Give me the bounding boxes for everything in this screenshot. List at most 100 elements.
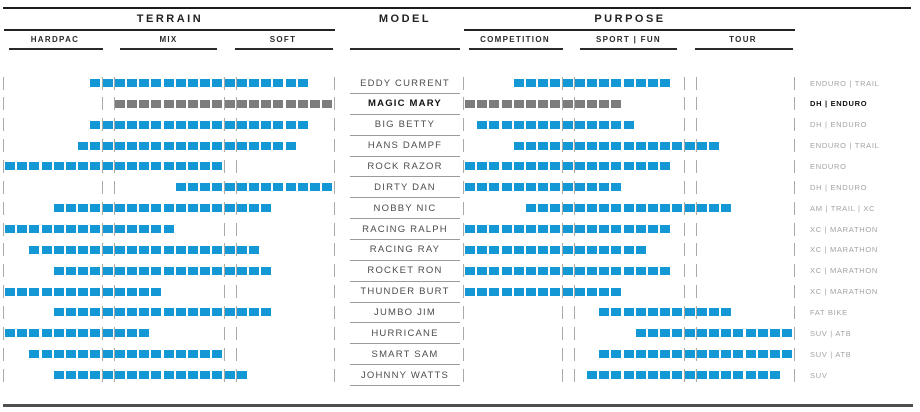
column-divider xyxy=(793,285,795,299)
rating-square xyxy=(175,183,186,192)
column-divider xyxy=(223,222,225,236)
rating-square xyxy=(188,120,198,129)
rating-square xyxy=(623,162,634,171)
hardpac-underline xyxy=(9,48,103,50)
rating-square xyxy=(599,308,610,317)
column-divider xyxy=(101,347,103,361)
rating-square xyxy=(465,99,475,108)
rating-square xyxy=(102,245,113,254)
rating-square xyxy=(611,287,622,296)
rating-square xyxy=(175,79,186,87)
column-divider xyxy=(695,139,697,153)
rating-square xyxy=(224,141,235,150)
rating-square xyxy=(501,245,512,254)
rating-square xyxy=(672,141,683,150)
rating-square xyxy=(90,141,101,150)
rating-square xyxy=(212,204,223,213)
column-divider xyxy=(683,368,685,382)
col-header-competition: COMPETITION xyxy=(480,34,550,44)
rating-square xyxy=(53,266,64,275)
rating-square xyxy=(66,371,76,380)
rating-square xyxy=(212,99,223,108)
rating-square xyxy=(261,204,272,213)
rating-square xyxy=(574,120,585,129)
rating-square xyxy=(29,329,40,338)
model-row-underline xyxy=(350,343,460,345)
column-divider xyxy=(333,222,335,236)
rating-square xyxy=(721,329,732,338)
rating-square xyxy=(672,329,683,338)
rating-square xyxy=(139,371,150,380)
column-divider xyxy=(113,139,115,153)
rating-square xyxy=(477,183,488,192)
rating-square xyxy=(611,371,622,380)
rating-square xyxy=(526,266,536,275)
rating-square xyxy=(550,287,561,296)
bottom-rule xyxy=(3,404,913,407)
column-divider xyxy=(462,326,464,340)
rating-square xyxy=(538,79,549,87)
column-divider xyxy=(223,139,225,153)
rating-square xyxy=(29,287,40,296)
column-divider xyxy=(333,118,335,132)
rating-square xyxy=(200,266,211,275)
rating-square xyxy=(200,120,211,129)
rating-square xyxy=(175,245,186,254)
rating-square xyxy=(102,79,113,87)
category-label: ENDURO xyxy=(810,161,847,171)
column-divider xyxy=(101,159,103,173)
rating-square xyxy=(114,162,125,171)
soft-underline xyxy=(235,48,333,50)
rating-square xyxy=(273,141,284,150)
column-divider xyxy=(683,222,685,236)
rating-square xyxy=(249,120,259,129)
rating-square xyxy=(635,204,646,213)
rating-square xyxy=(513,183,524,192)
category-label: XC | MARATHON xyxy=(810,287,878,297)
col-header-hardpac: HARDPAC xyxy=(30,34,80,44)
rating-square xyxy=(465,162,475,171)
column-divider xyxy=(573,243,575,257)
rating-square xyxy=(660,266,671,275)
column-divider xyxy=(101,201,103,215)
category-label: SUV | ATB xyxy=(810,349,852,359)
column-divider xyxy=(223,305,225,319)
rating-square xyxy=(200,162,211,171)
column-divider xyxy=(573,118,575,132)
column-divider xyxy=(793,326,795,340)
rating-square xyxy=(770,350,780,359)
rating-square xyxy=(90,266,101,275)
column-divider xyxy=(235,97,237,111)
rating-square xyxy=(236,99,247,108)
rating-square xyxy=(709,371,719,380)
rating-square xyxy=(163,79,174,87)
column-divider xyxy=(561,326,563,340)
rating-square xyxy=(587,266,597,275)
rating-square xyxy=(139,225,150,234)
rating-square xyxy=(538,266,549,275)
rating-square xyxy=(53,329,64,338)
rating-square xyxy=(733,350,744,359)
column-divider xyxy=(462,159,464,173)
column-divider xyxy=(683,97,685,111)
column-divider xyxy=(561,159,563,173)
column-divider xyxy=(333,139,335,153)
tire-model-name: THUNDER BURT xyxy=(360,286,450,298)
purpose-group-header: PURPOSE xyxy=(594,13,666,25)
rating-square xyxy=(501,120,512,129)
column-divider xyxy=(683,326,685,340)
rating-square xyxy=(599,141,610,150)
rating-square xyxy=(151,79,162,87)
column-divider xyxy=(2,159,4,173)
rating-square xyxy=(175,99,186,108)
column-divider xyxy=(2,326,4,340)
rating-square xyxy=(175,350,186,359)
column-divider xyxy=(333,347,335,361)
rating-square xyxy=(78,266,89,275)
rating-square xyxy=(139,266,150,275)
rating-square xyxy=(513,120,524,129)
column-divider xyxy=(113,118,115,132)
column-divider xyxy=(101,285,103,299)
rating-square xyxy=(151,308,162,317)
column-divider xyxy=(573,97,575,111)
